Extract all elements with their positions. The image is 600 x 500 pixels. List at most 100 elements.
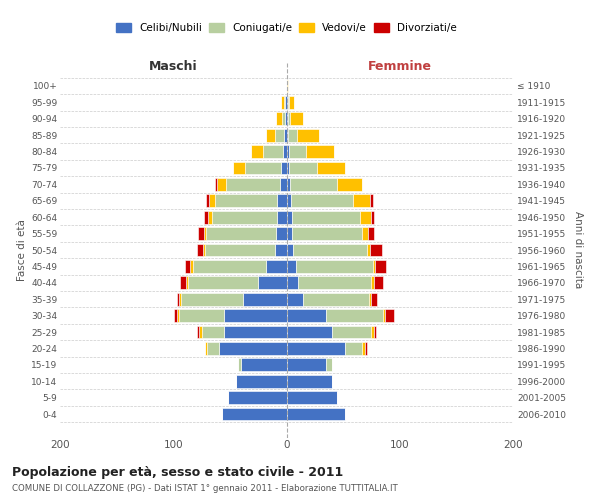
Bar — [282, 112, 286, 125]
Bar — [266, 260, 287, 273]
Bar — [287, 276, 298, 289]
Bar — [360, 211, 371, 224]
Bar — [375, 260, 386, 273]
Legend: Celibi/Nubili, Coniugati/e, Vedovi/e, Divorziati/e: Celibi/Nubili, Coniugati/e, Vedovi/e, Di… — [112, 19, 461, 38]
Bar — [385, 309, 394, 322]
Bar — [217, 178, 226, 191]
Bar — [287, 392, 337, 404]
Bar — [266, 129, 275, 141]
Text: Maschi: Maschi — [149, 60, 197, 73]
Bar — [277, 227, 287, 240]
Bar — [291, 194, 353, 207]
Bar — [277, 211, 287, 224]
Bar — [287, 162, 289, 174]
Bar — [209, 194, 215, 207]
Bar — [208, 211, 212, 224]
Bar — [245, 162, 281, 174]
Bar — [353, 194, 370, 207]
Bar — [287, 408, 346, 420]
Bar — [176, 293, 179, 306]
Text: Popolazione per età, sesso e stato civile - 2011: Popolazione per età, sesso e stato civil… — [12, 466, 343, 479]
Bar — [374, 326, 376, 338]
Bar — [365, 342, 367, 355]
Bar — [362, 342, 365, 355]
Bar — [371, 211, 374, 224]
Bar — [287, 194, 291, 207]
Bar — [326, 309, 383, 322]
Bar — [289, 96, 295, 108]
Bar — [369, 293, 371, 306]
Bar — [292, 227, 362, 240]
Bar — [298, 276, 371, 289]
Bar — [289, 162, 317, 174]
Bar — [287, 96, 289, 108]
Bar — [215, 194, 277, 207]
Bar — [277, 194, 287, 207]
Bar — [292, 211, 360, 224]
Bar — [287, 178, 290, 191]
Bar — [202, 326, 224, 338]
Bar — [371, 276, 374, 289]
Bar — [290, 112, 304, 125]
Bar — [199, 326, 202, 338]
Bar — [197, 244, 203, 256]
Bar — [204, 211, 208, 224]
Bar — [317, 162, 346, 174]
Bar — [290, 178, 337, 191]
Bar — [287, 244, 293, 256]
Bar — [287, 375, 332, 388]
Bar — [241, 358, 287, 371]
Bar — [293, 244, 367, 256]
Bar — [332, 326, 371, 338]
Bar — [190, 260, 193, 273]
Bar — [197, 326, 199, 338]
Y-axis label: Anni di nascita: Anni di nascita — [573, 212, 583, 288]
Bar — [227, 392, 287, 404]
Bar — [287, 129, 296, 141]
Bar — [287, 227, 292, 240]
Bar — [206, 194, 209, 207]
Bar — [186, 276, 188, 289]
Bar — [263, 145, 283, 158]
Bar — [296, 129, 319, 141]
Bar — [277, 112, 282, 125]
Bar — [281, 162, 287, 174]
Bar — [206, 227, 277, 240]
Y-axis label: Fasce di età: Fasce di età — [17, 219, 27, 281]
Bar — [185, 260, 190, 273]
Bar — [224, 309, 287, 322]
Bar — [287, 309, 326, 322]
Bar — [296, 260, 373, 273]
Bar — [233, 162, 245, 174]
Bar — [287, 211, 292, 224]
Bar — [176, 309, 179, 322]
Bar — [215, 178, 217, 191]
Bar — [244, 293, 287, 306]
Bar — [287, 326, 332, 338]
Bar — [258, 276, 287, 289]
Bar — [193, 260, 266, 273]
Bar — [281, 96, 284, 108]
Bar — [370, 194, 373, 207]
Bar — [205, 244, 275, 256]
Bar — [175, 309, 176, 322]
Bar — [275, 129, 284, 141]
Bar — [286, 112, 287, 125]
Bar — [188, 276, 258, 289]
Bar — [287, 342, 346, 355]
Bar — [383, 309, 385, 322]
Bar — [368, 227, 374, 240]
Bar — [371, 326, 374, 338]
Bar — [204, 227, 206, 240]
Bar — [306, 145, 334, 158]
Bar — [222, 408, 287, 420]
Bar — [370, 244, 382, 256]
Bar — [287, 260, 296, 273]
Bar — [203, 244, 205, 256]
Text: Femmine: Femmine — [368, 60, 432, 73]
Bar — [373, 260, 375, 273]
Bar — [374, 276, 383, 289]
Bar — [367, 244, 370, 256]
Bar — [287, 112, 290, 125]
Bar — [284, 96, 286, 108]
